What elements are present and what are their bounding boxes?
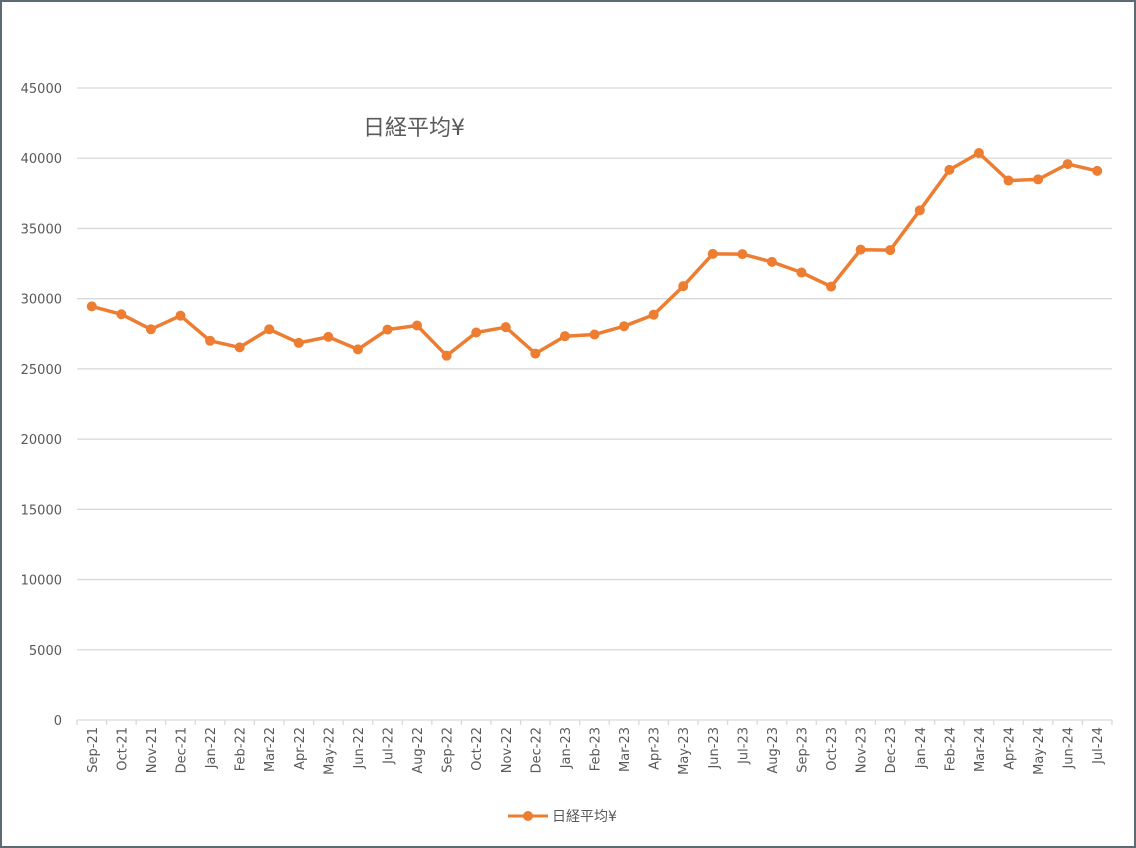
x-tick-label: Jan-22 [204,727,219,769]
y-tick-label: 0 [54,714,62,729]
x-tick-label: Aug-23 [766,727,781,774]
x-tick-label: Feb-22 [234,727,249,771]
x-tick-label: May-22 [322,727,337,775]
data-point-marker [766,256,777,267]
x-tick-label: Oct-23 [825,727,840,771]
x-tick-label: Mar-23 [618,727,633,772]
data-point-marker [855,244,866,255]
data-point-marker [796,267,807,278]
data-point-marker [1092,165,1103,176]
data-point-marker [944,164,955,175]
x-tick-label: Jul-23 [736,727,751,765]
data-point-marker [352,344,363,355]
x-tick-label: Jun-23 [707,727,722,770]
x-tick-label: Jul-24 [1091,727,1106,765]
data-point-marker [589,329,600,340]
y-axis: 0 5000 10000 15000 20000 25000 30000 35000 40000… [21,82,62,729]
x-tick-label: Jul-22 [382,727,397,765]
x-tick-label: Apr-22 [293,727,308,770]
x-tick-label: Dec-21 [175,727,190,773]
x-tick-label: Apr-23 [648,727,663,770]
y-tick-label: 45000 [21,82,62,97]
data-point-marker [1003,175,1014,186]
data-point-marker [471,327,482,338]
x-tick-label: Dec-22 [529,727,544,773]
data-point-marker [412,320,423,331]
data-point-marker [86,301,97,312]
x-tick-label: Mar-24 [973,727,988,772]
chart-title: 日経平均¥ [363,116,465,141]
x-tick-label: Mar-22 [263,727,278,772]
x-tick-label: Jan-24 [914,727,929,769]
gridlines [77,87,1112,651]
data-point-marker [1033,174,1044,185]
x-tick-label: Jun-22 [352,727,367,770]
data-point-marker [973,148,984,159]
data-point-marker [559,331,570,342]
data-point-marker [116,309,127,320]
data-point-marker [264,324,275,335]
data-point-marker [826,281,837,292]
y-tick-label: 20000 [21,433,62,448]
y-tick-label: 30000 [21,293,62,308]
x-tick-label: Jun-24 [1062,727,1077,770]
y-tick-label: 40000 [21,152,62,167]
legend-marker-icon [523,811,533,821]
y-tick-label: 15000 [21,503,62,518]
x-tick-label: May-23 [677,727,692,775]
x-tick-label: Feb-23 [589,727,604,771]
x-tick-label: Nov-22 [500,727,515,773]
x-tick-label: Nov-23 [855,727,870,773]
x-tick-label: Oct-22 [470,727,485,771]
data-point-marker [737,249,748,260]
data-point-marker [1062,159,1073,170]
legend: 日経平均¥ [508,809,617,825]
x-tick-label: Nov-21 [145,727,160,773]
data-point-marker [145,324,156,335]
y-tick-label: 5000 [29,644,62,659]
y-tick-label: 25000 [21,363,62,378]
data-point-marker [707,248,718,259]
data-point-marker [530,348,541,359]
y-tick-label: 10000 [21,574,62,589]
data-point-marker [914,205,925,216]
data-point-marker [323,331,334,342]
data-point-marker [382,324,393,335]
x-tick-label: Sep-22 [441,727,456,773]
data-point-marker [205,335,216,346]
data-point-marker [175,310,186,321]
x-tick-label: Sep-23 [796,727,811,773]
series-line [91,151,1098,358]
x-tick-label: Feb-24 [943,727,958,771]
x-tick-label: Apr-24 [1003,727,1018,770]
data-point-marker [678,281,689,292]
x-tick-label: Jan-23 [559,727,574,769]
data-point-marker [648,309,659,320]
x-tick-label: Sep-21 [86,727,101,773]
y-tick-label: 35000 [21,222,62,237]
data-point-marker [500,322,511,333]
data-point-marker [234,342,245,353]
x-tick-label: Oct-21 [115,727,130,771]
x-tick-label: Dec-23 [884,727,899,773]
series-nikkei [86,148,1103,361]
x-tick-label: Aug-22 [411,727,426,774]
data-point-marker [619,321,630,332]
x-axis: Sep-21 Oct-21 Nov-21 Dec-21 Jan-22 Feb-22 Mar-… [76,719,1113,775]
data-point-marker [293,337,304,348]
data-point-marker [885,245,896,256]
data-point-marker [441,350,452,361]
legend-label: 日経平均¥ [552,809,617,825]
x-tick-label: May-24 [1032,727,1047,775]
